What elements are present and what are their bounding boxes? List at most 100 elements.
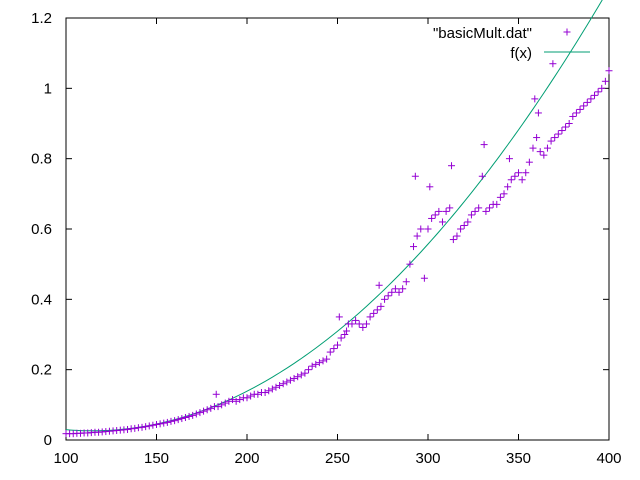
data-point: [171, 417, 179, 425]
data-point: [167, 417, 175, 425]
data-point: [232, 397, 240, 405]
data-point: [464, 218, 472, 226]
legend-marker-plus: [563, 28, 571, 36]
data-point: [507, 176, 515, 184]
data-point: [572, 109, 580, 117]
data-point: [377, 302, 385, 310]
data-point: [174, 416, 182, 424]
data-point: [375, 281, 383, 289]
data-point: [522, 169, 530, 177]
x-tick-label: 200: [234, 450, 259, 467]
data-point: [543, 144, 551, 152]
data-point: [214, 403, 222, 411]
data-point: [337, 334, 345, 342]
fit-curve-group: [65, 0, 603, 432]
x-tick-labels: 100 150 200 250 300 350 400: [53, 450, 621, 467]
data-point: [334, 341, 341, 349]
data-point: [272, 383, 280, 391]
data-point: [221, 399, 229, 407]
data-point: [411, 172, 419, 180]
data-point: [471, 207, 479, 215]
y-tick-label: 0.2: [31, 362, 52, 379]
data-point: [149, 421, 157, 429]
data-point: [402, 278, 410, 286]
data-point: [142, 423, 150, 431]
y-tick-label: 1.2: [31, 10, 52, 27]
data-point: [319, 357, 327, 365]
data-point: [381, 295, 389, 303]
x-tick-label: 350: [506, 450, 531, 467]
data-point: [576, 105, 584, 113]
data-point: [388, 288, 396, 296]
data-point: [431, 211, 439, 219]
data-point: [601, 77, 609, 85]
data-point: [549, 60, 557, 68]
data-point: [352, 316, 360, 324]
data-point: [558, 127, 566, 135]
data-point: [448, 162, 456, 170]
data-point: [326, 348, 334, 356]
data-point: [283, 378, 291, 386]
data-point: [200, 407, 208, 415]
y-tick-label: 1: [44, 80, 52, 97]
data-point: [496, 193, 504, 201]
data-point: [373, 306, 381, 314]
data-point: [185, 412, 193, 420]
tick-marks: [65, 17, 610, 441]
data-point: [583, 98, 591, 106]
data-point: [457, 225, 465, 233]
data-point: [453, 232, 461, 240]
data-point: [276, 381, 284, 389]
data-point: [536, 148, 544, 156]
data-point: [355, 320, 363, 328]
x-tick-label: 300: [415, 450, 440, 467]
data-point: [587, 95, 595, 103]
data-point: [254, 390, 262, 398]
data-point: [511, 172, 519, 180]
data-point: [236, 396, 244, 404]
data-point: [261, 389, 269, 397]
data-point: [196, 409, 204, 417]
data-point: [301, 369, 309, 377]
data-point: [605, 67, 613, 75]
legend-label-data: "basicMult.dat": [433, 25, 532, 42]
x-tick-label: 400: [596, 450, 621, 467]
data-point: [515, 169, 522, 177]
data-point: [486, 204, 494, 212]
x-tick-label: 150: [144, 450, 169, 467]
data-point: [500, 190, 508, 198]
y-tick-label: 0.4: [31, 291, 52, 308]
data-point: [399, 285, 407, 293]
data-point: [410, 243, 418, 251]
data-point: [348, 320, 356, 328]
data-point: [308, 362, 316, 370]
data-point: [446, 204, 454, 212]
data-point: [366, 313, 374, 321]
data-point: [268, 385, 276, 393]
data-point: [569, 112, 577, 120]
data-point: [362, 320, 370, 328]
data-point: [153, 421, 160, 429]
data-point: [181, 413, 189, 421]
data-point: [192, 410, 200, 418]
data-point: [156, 420, 164, 428]
data-point: [565, 120, 573, 127]
data-point: [534, 109, 542, 117]
data-point: [442, 207, 450, 215]
data-point: [420, 274, 428, 282]
data-point: [189, 411, 197, 419]
data-point: [124, 425, 132, 433]
y-tick-label: 0: [44, 432, 52, 449]
data-point: [370, 309, 378, 317]
data-point: [598, 84, 606, 92]
data-point: [435, 207, 443, 215]
points-group: [62, 60, 613, 438]
data-point: [131, 424, 139, 432]
data-point: [467, 211, 475, 219]
data-point: [475, 204, 483, 212]
plot-area: 100 150 200 250 300 350 400 0 0.2 0.4 0.6 0.8 1 1.2: [31, 0, 622, 467]
data-point: [594, 88, 602, 96]
data-point: [359, 323, 367, 331]
data-point: [554, 130, 562, 138]
data-point: [247, 392, 255, 400]
